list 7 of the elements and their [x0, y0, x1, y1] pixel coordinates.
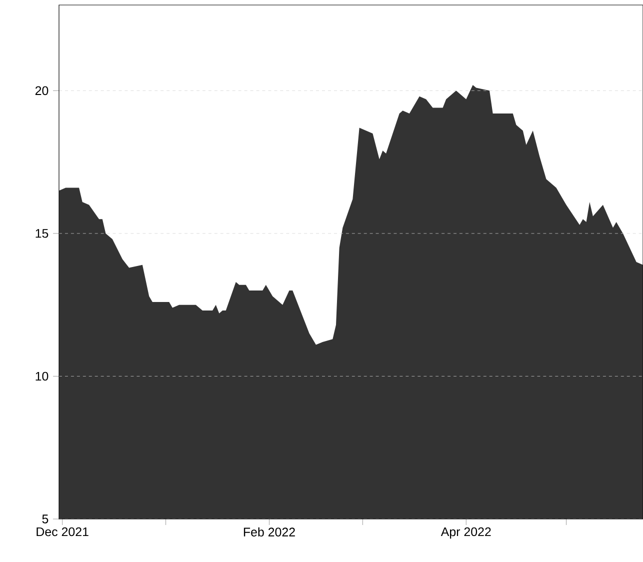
y-tick-label: 5: [42, 514, 48, 524]
y-tick-label: 10: [36, 372, 48, 381]
x-tick-label: Dec 2021: [36, 527, 88, 536]
y-tick-label: 15: [36, 229, 48, 238]
y-tick-label: 20: [35, 86, 48, 96]
x-tick-label: Feb 2022: [244, 527, 295, 536]
x-tick-label: Apr 2022: [440, 527, 491, 539]
